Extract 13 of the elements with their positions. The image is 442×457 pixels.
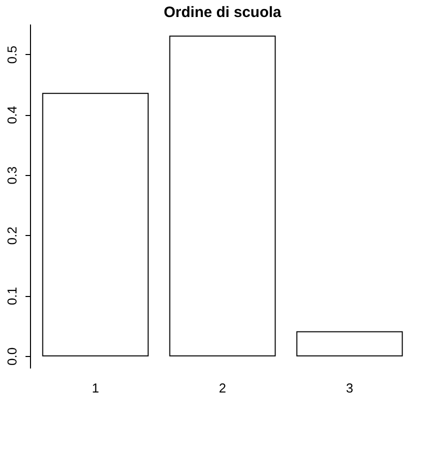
y-tick-label: 0.1 — [4, 287, 20, 306]
y-tick-label: 0.5 — [4, 46, 20, 64]
x-tick-label: 3 — [346, 380, 354, 396]
x-tick-label: 1 — [92, 380, 100, 396]
y-tick-label: 0.3 — [4, 166, 20, 184]
bar — [169, 36, 276, 356]
chart-title: Ordine di scuola — [164, 4, 282, 21]
x-tick-label: 2 — [218, 380, 226, 396]
y-tick-label: 0.2 — [4, 226, 20, 245]
y-tick-label: 0.4 — [4, 106, 20, 124]
y-tick-label: 0.0 — [4, 347, 20, 366]
bar — [296, 331, 403, 356]
bar — [42, 92, 149, 356]
